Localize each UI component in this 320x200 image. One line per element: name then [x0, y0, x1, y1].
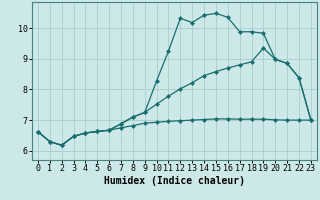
X-axis label: Humidex (Indice chaleur): Humidex (Indice chaleur) — [104, 176, 245, 186]
